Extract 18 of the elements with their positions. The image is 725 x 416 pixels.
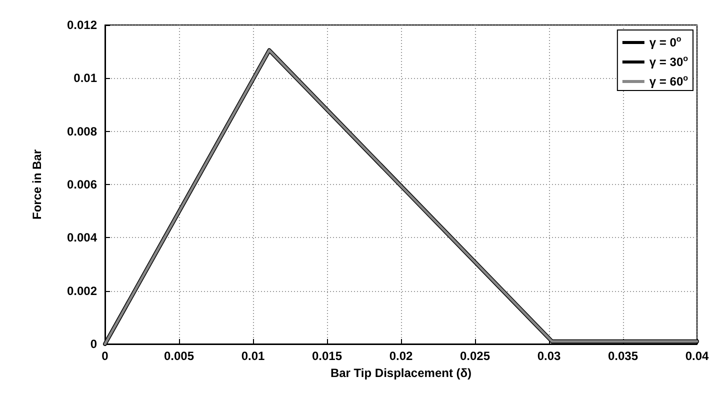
x-tick-label: 0.01 — [241, 349, 265, 363]
y-tick-label: 0.004 — [66, 230, 98, 245]
y-tick-label: 0 — [90, 337, 98, 351]
x-tick-label: 0.02 — [389, 349, 413, 363]
x-tick-label: 0 — [102, 349, 109, 363]
y-tick-label: 0.002 — [66, 284, 98, 298]
y-tick-label: 0.01 — [74, 71, 98, 86]
y-tick-label: 0.006 — [66, 178, 98, 192]
x-tick-label: 0.015 — [312, 349, 342, 363]
x-tick-label: 0.005 — [164, 349, 194, 363]
y-tick-label: 0.012 — [66, 18, 98, 32]
x-tick-label: 0.04 — [685, 349, 709, 363]
x-tick-label: 0.03 — [537, 349, 561, 363]
x-axis-title: Bar Tip Displacement (δ) — [330, 366, 472, 380]
x-tick-label: 0.025 — [460, 349, 490, 363]
y-tick-label: 0.008 — [66, 124, 98, 138]
y-axis-title: Force in Bar — [30, 149, 44, 220]
x-tick-label: 0.035 — [608, 349, 638, 363]
